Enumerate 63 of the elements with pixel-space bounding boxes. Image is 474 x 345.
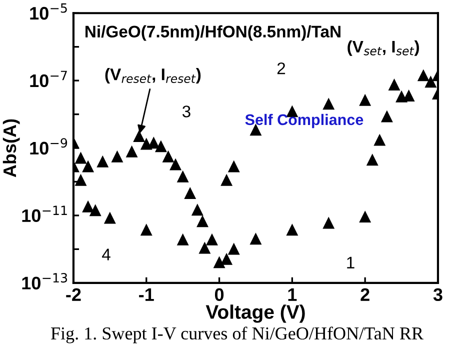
point	[82, 161, 94, 172]
point	[140, 224, 152, 236]
point	[374, 134, 386, 146]
point	[177, 234, 188, 246]
point	[177, 171, 188, 182]
point	[126, 146, 138, 158]
text: Ni/GeO(7.5nm)/HfON(8.5nm)/TaN	[86, 25, 340, 41]
point	[396, 91, 408, 102]
y-tick-label: 10$^{−7}$	[30, 70, 67, 88]
x-tick-label: 1	[288, 288, 297, 301]
annotation: Self Compliance	[245, 114, 364, 128]
point	[228, 244, 240, 255]
point	[75, 174, 86, 186]
point	[97, 156, 108, 168]
point	[381, 111, 392, 122]
point	[90, 204, 101, 216]
point	[250, 124, 262, 136]
annotation: 1	[347, 256, 354, 268]
x-tick-label: 0	[214, 288, 224, 302]
point	[206, 234, 218, 246]
caption: Fig. 1. Swept I-V curves of Ni/GeO/HfON/TaN RR	[51, 326, 424, 344]
point	[104, 212, 116, 224]
point	[323, 98, 334, 110]
point	[388, 79, 400, 91]
point	[162, 151, 174, 162]
point	[192, 204, 203, 216]
point	[196, 216, 208, 228]
y-tick-label: 10$^{−5}$	[30, 3, 67, 20]
point	[286, 224, 298, 236]
point	[360, 211, 371, 223]
point	[228, 161, 240, 172]
x-tick-label: -2	[66, 288, 81, 301]
point	[155, 141, 167, 152]
point	[75, 152, 86, 164]
point	[112, 151, 123, 162]
point	[221, 174, 232, 186]
point	[199, 242, 210, 254]
y-tick-label: 10$^{−13}$	[22, 273, 68, 290]
point	[323, 218, 334, 229]
point	[82, 201, 94, 212]
y-tick-label: 10$^{−11}$	[22, 206, 67, 222]
annotation: (V$_{set}$, I$_{set}$)	[348, 40, 419, 56]
x-axis-title: Voltage (V)	[206, 304, 305, 323]
point	[360, 94, 371, 106]
annotation: 2	[277, 62, 286, 74]
annotation: 3	[182, 106, 190, 118]
y-tick-label: 10$^{−9}$	[30, 138, 68, 155]
annotation: 4	[102, 248, 110, 260]
annotation: (V$_{reset}$, I$_{reset}$)	[105, 68, 201, 84]
point	[425, 76, 436, 88]
point	[418, 70, 429, 82]
x-tick-label: 3	[433, 288, 442, 302]
point	[170, 159, 182, 170]
point	[140, 138, 152, 150]
point	[221, 254, 232, 265]
x-tick-label: 2	[360, 288, 370, 301]
point	[214, 257, 225, 268]
point	[134, 130, 145, 142]
point	[184, 188, 196, 199]
y-axis-title: Abs(A)	[2, 119, 20, 178]
x-tick-label: -1	[139, 288, 154, 301]
point	[366, 154, 378, 166]
point	[250, 233, 262, 245]
